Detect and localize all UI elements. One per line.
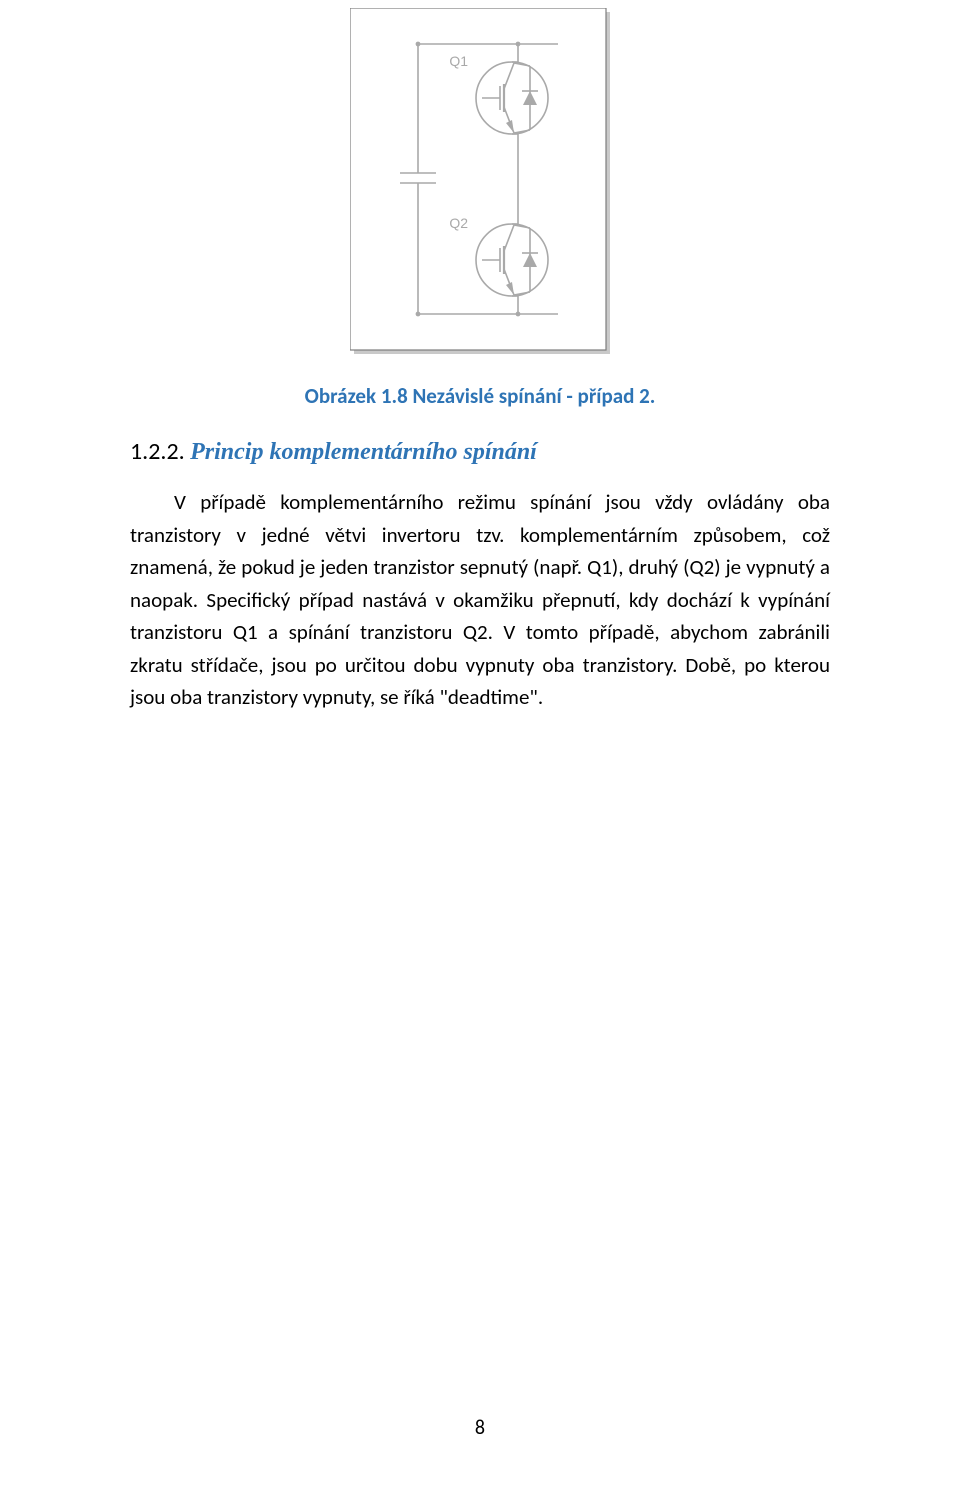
circuit-svg: Q1 Q2: [350, 8, 610, 354]
body-paragraph: V případě komplementárního režimu spínán…: [130, 486, 830, 714]
circuit-figure: Q1 Q2: [350, 8, 610, 359]
svg-text:Q1: Q1: [449, 53, 468, 69]
heading-number: 1.2.2.: [130, 437, 185, 466]
heading-title: Princip komplementárního spínání: [190, 439, 537, 465]
figure-container: Q1 Q2: [130, 0, 830, 359]
section-heading: 1.2.2. Princip komplementárního spínání: [130, 437, 830, 466]
page-number: 8: [0, 1416, 960, 1440]
figure-caption: Obrázek 1.8 Nezávislé spínání - případ 2…: [130, 383, 830, 409]
page: Q1 Q2 Obrázek 1.8 Nezávislé spínání - pří…: [0, 0, 960, 1488]
svg-text:Q2: Q2: [449, 215, 468, 231]
